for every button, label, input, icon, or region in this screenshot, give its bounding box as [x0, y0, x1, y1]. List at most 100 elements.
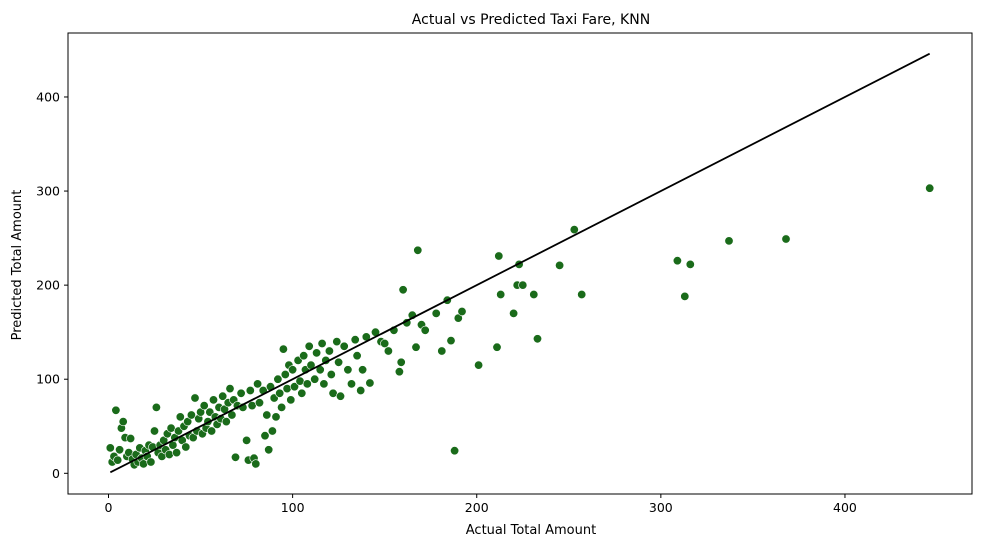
plot-frame: [67, 32, 973, 495]
data-point: [492, 342, 502, 352]
data-point: [199, 401, 209, 411]
data-point: [494, 251, 504, 261]
data-point: [339, 341, 349, 351]
y-tick-label: 100: [36, 372, 60, 387]
data-point: [317, 338, 327, 348]
data-point: [207, 426, 217, 436]
data-point: [251, 459, 261, 469]
data-point: [113, 455, 123, 465]
data-point: [289, 382, 299, 392]
data-point: [111, 405, 121, 415]
data-point: [302, 379, 312, 389]
y-axis-ticks: 0 100 200 300 400: [36, 89, 68, 481]
data-point: [271, 412, 281, 422]
data-point: [181, 442, 191, 452]
data-point: [332, 337, 342, 347]
x-tick-label: 300: [649, 500, 673, 515]
data-point: [139, 459, 149, 469]
data-point: [282, 384, 292, 394]
data-point: [262, 410, 272, 420]
x-tick-label: 0: [105, 500, 113, 515]
data-point: [190, 393, 200, 403]
data-point: [496, 289, 506, 299]
y-tick-label: 200: [36, 278, 60, 293]
data-point: [437, 346, 447, 356]
data-point: [209, 395, 219, 405]
data-point: [253, 379, 263, 389]
data-point: [577, 289, 587, 299]
data-point: [383, 346, 393, 356]
data-point: [324, 346, 334, 356]
data-point: [297, 388, 307, 398]
data-point: [275, 388, 285, 398]
x-tick-label: 200: [465, 500, 489, 515]
data-point: [286, 395, 296, 405]
data-point: [245, 385, 255, 395]
data-point: [396, 357, 406, 367]
data-point: [680, 291, 690, 301]
data-point: [413, 245, 423, 255]
data-point: [118, 417, 128, 427]
data-point: [450, 446, 460, 456]
data-point: [411, 342, 421, 352]
reference-line: [109, 52, 931, 474]
data-point: [346, 379, 356, 389]
data-point: [277, 402, 287, 412]
data-point: [225, 384, 235, 394]
data-point: [431, 308, 441, 318]
data-point: [260, 431, 270, 441]
data-point: [532, 334, 542, 344]
data-point: [151, 402, 161, 412]
data-point: [273, 374, 283, 384]
data-point: [474, 360, 484, 370]
data-point: [925, 183, 935, 193]
data-point: [446, 336, 456, 346]
data-point: [150, 426, 160, 436]
data-point: [255, 398, 265, 408]
data-point: [394, 367, 404, 377]
data-point: [326, 369, 336, 379]
data-point: [186, 410, 196, 420]
x-axis-ticks: 0 100 200 300 400: [105, 494, 857, 515]
data-point: [335, 391, 345, 401]
data-point: [310, 374, 320, 384]
data-point: [299, 351, 309, 361]
data-point: [242, 435, 252, 445]
data-point: [172, 448, 182, 458]
data-point: [518, 280, 528, 290]
data-point: [555, 260, 565, 270]
data-point: [781, 234, 791, 244]
y-axis-label: Predicted Total Amount: [10, 190, 25, 341]
data-point: [278, 344, 288, 354]
data-point: [280, 369, 290, 379]
data-point: [236, 388, 246, 398]
data-point: [380, 338, 390, 348]
data-point: [218, 391, 228, 401]
data-point: [105, 443, 115, 453]
data-point: [529, 289, 539, 299]
data-point: [288, 365, 298, 375]
data-point: [509, 308, 519, 318]
data-point: [352, 351, 362, 361]
data-point: [267, 426, 277, 436]
data-point: [398, 285, 408, 295]
data-point: [126, 433, 136, 443]
data-point: [343, 365, 353, 375]
data-point: [365, 378, 375, 388]
y-tick-label: 400: [36, 89, 60, 104]
y-tick-label: 0: [52, 466, 60, 481]
data-point: [685, 259, 695, 269]
x-tick-label: 400: [833, 500, 857, 515]
data-point: [221, 417, 231, 427]
data-point: [146, 457, 156, 467]
data-point: [358, 365, 368, 375]
data-point: [319, 379, 329, 389]
points-layer: [105, 183, 935, 470]
data-point: [334, 357, 344, 367]
data-point: [457, 306, 467, 316]
data-point: [304, 341, 314, 351]
data-point: [569, 225, 579, 235]
data-point: [312, 348, 322, 358]
data-point: [356, 385, 366, 395]
